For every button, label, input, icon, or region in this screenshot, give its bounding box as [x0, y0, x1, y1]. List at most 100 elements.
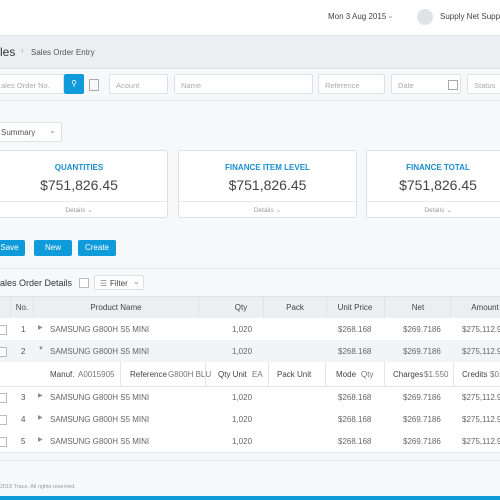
chevron: ⌄ — [446, 207, 452, 214]
save-button[interactable]: Save — [0, 240, 25, 256]
row-checkbox[interactable] — [0, 325, 7, 335]
detail-value: EA — [252, 370, 263, 379]
detail-label: Mode — [336, 370, 357, 379]
user-name[interactable]: Supply Net Suppor — [440, 12, 500, 21]
detail-value: $0.0 — [490, 370, 500, 379]
breadcrumb-page: Sales Order Entry — [31, 48, 95, 57]
row-number: 5 — [21, 437, 26, 446]
row-checkbox[interactable] — [0, 437, 7, 447]
filter-button[interactable]: ☰ Filter ⌄ — [94, 275, 144, 290]
cell-net: $269.7186 — [403, 347, 441, 356]
cell-net: $269.7186 — [403, 437, 441, 446]
search-button[interactable]: ⚲ — [64, 74, 84, 94]
detail-divider — [453, 362, 454, 386]
cell-amount: $275,112.9 — [462, 415, 500, 424]
separator: › — [21, 46, 24, 55]
card-value: $751,826.45 — [228, 177, 307, 193]
card-value: $751,826.45 — [40, 177, 118, 193]
date-input[interactable]: Date — [391, 74, 461, 94]
cell-unit-price: $268.168 — [338, 347, 372, 356]
top-bar — [0, 0, 500, 36]
cell-product: SAMSUNG G800H S5 MINI — [50, 393, 150, 402]
expand-toggle[interactable]: ▶ — [38, 415, 43, 421]
button-label: New — [44, 243, 61, 252]
cell-product: SAMSUNG G800H S5 MINI — [50, 347, 150, 356]
divider — [0, 460, 500, 461]
column-header: Net — [411, 303, 425, 312]
cell-qty: 1,020 — [232, 415, 253, 424]
order-input[interactable]: ales Order No. — [0, 74, 64, 94]
cell-qty: 1,020 — [232, 347, 253, 356]
cell-qty: 1,020 — [232, 393, 253, 402]
detail-divider — [325, 362, 326, 386]
column-divider — [384, 296, 385, 318]
detail-divider — [384, 362, 385, 386]
divider — [0, 100, 500, 101]
column-header: Unit Price — [337, 303, 373, 312]
column-divider — [326, 296, 327, 318]
row-number: 4 — [21, 415, 26, 424]
card-title: FINANCE TOTAL — [406, 163, 470, 172]
cell-amount: $275,112.9 — [462, 437, 500, 446]
chevron: ⌄ — [275, 207, 282, 214]
expand-toggle[interactable]: ▼ — [38, 346, 44, 352]
column-divider — [198, 296, 199, 318]
detail-divider — [268, 362, 269, 386]
cell-unit-price: $268.168 — [338, 393, 372, 402]
placeholder: ales Order No. — [1, 81, 50, 90]
new-button[interactable]: New — [34, 240, 72, 256]
placeholder: Reference — [325, 81, 360, 90]
row-checkbox[interactable] — [0, 393, 7, 403]
row-checkbox[interactable] — [0, 347, 7, 357]
summary-card: FINANCE TOTAL $751,826.45 Details ⌄ — [366, 150, 500, 218]
button-label: Save — [0, 243, 19, 252]
column-header: Qty — [234, 303, 248, 312]
detail-value: G800H BLU — [168, 370, 212, 379]
row-number: 2 — [21, 347, 26, 356]
chevron: ⌄ — [133, 277, 140, 286]
card-link[interactable]: Details ⌄ — [367, 206, 500, 214]
link-label: Details — [65, 207, 86, 214]
cell-product: SAMSUNG G800H S5 MINI — [50, 325, 150, 334]
cell-product: SAMSUNG G800H S5 MINI — [50, 415, 150, 424]
expand-toggle[interactable]: ▶ — [38, 437, 43, 443]
create-button[interactable]: Create — [78, 240, 116, 256]
status-input[interactable]: Status — [467, 74, 500, 94]
doc-icon[interactable] — [89, 79, 99, 91]
avatar[interactable] — [417, 9, 433, 25]
expand-toggle[interactable]: ▶ — [38, 393, 43, 399]
expand-toggle[interactable]: ▶ — [38, 325, 43, 331]
detail-divider — [120, 362, 121, 386]
placeholder: Name — [181, 81, 202, 90]
summary-select[interactable]: Summary ⌄ — [0, 122, 62, 142]
column-header: Amount — [471, 303, 499, 312]
row-checkbox[interactable] — [0, 415, 7, 425]
column-divider — [33, 296, 34, 318]
calendar-icon — [448, 80, 458, 90]
cell-net: $269.7186 — [403, 393, 441, 402]
card-divider — [367, 201, 500, 202]
card-title: FINANCE ITEM LEVEL — [225, 163, 310, 172]
card-divider — [179, 201, 356, 202]
card-link[interactable]: Details ⌄ — [179, 206, 356, 214]
table-header — [0, 296, 500, 320]
filter-label: Filter — [110, 279, 128, 288]
breadcrumb-bar — [0, 36, 500, 69]
date[interactable]: Mon 3 Aug 2015 — [328, 12, 387, 21]
name-input[interactable]: Name — [174, 74, 313, 94]
card-link[interactable]: Details ⌄ — [0, 206, 167, 214]
column-divider — [10, 296, 11, 318]
column-header: Pack — [286, 303, 304, 312]
select-label: Summary — [1, 128, 36, 137]
reference-input[interactable]: Reference — [318, 74, 385, 94]
chevron[interactable]: ⌄ — [387, 11, 394, 20]
cell-net: $269.7186 — [403, 415, 441, 424]
summary-card: QUANTITIES $751,826.45 Details ⌄ — [0, 150, 168, 218]
filter-icon: ☰ — [100, 279, 108, 288]
checkbox[interactable] — [79, 278, 89, 288]
breadcrumb-section[interactable]: les — [0, 45, 16, 59]
placeholder: Status — [474, 81, 496, 90]
account-input[interactable]: Acount — [109, 74, 168, 94]
table-row[interactable] — [0, 430, 500, 453]
